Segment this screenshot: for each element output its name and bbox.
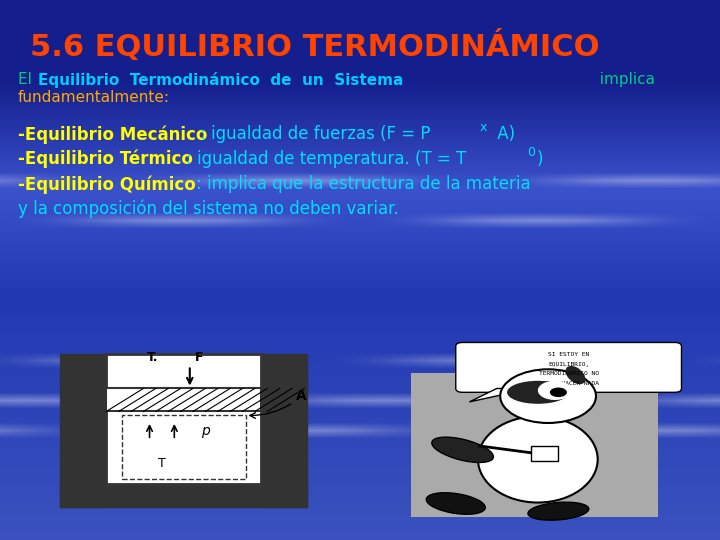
Text: T.: T. [147,352,158,365]
Text: A: A [250,389,307,418]
Text: 0: 0 [527,146,535,159]
Text: : igualdad de fuerzas (F = P: : igualdad de fuerzas (F = P [200,125,431,143]
Bar [531,446,559,461]
Text: implica: implica [590,72,655,87]
Text: p: p [201,424,210,437]
Ellipse shape [507,381,569,404]
Ellipse shape [426,492,485,514]
Bar [107,354,261,484]
Text: -Equilibrio Químico: -Equilibrio Químico [18,175,196,193]
Ellipse shape [478,416,598,503]
Text: El: El [18,72,42,87]
Text: -Equilibrio Mecánico: -Equilibrio Mecánico [18,125,207,144]
Bar [60,354,107,508]
Text: x: x [480,121,487,134]
Bar [411,373,657,517]
Text: : igualdad de temperatura. (T = T: : igualdad de temperatura. (T = T [186,150,467,168]
Text: TERMODINÁMICO NO: TERMODINÁMICO NO [539,371,598,376]
Ellipse shape [528,502,589,520]
Text: -Equilibrio Térmico: -Equilibrio Térmico [18,150,193,168]
Circle shape [550,388,567,397]
Text: EQUILIBRIO,: EQUILIBRIO, [548,362,589,367]
Text: A): A) [492,125,515,143]
Polygon shape [469,388,531,402]
Text: ): ) [537,150,544,168]
Bar [261,354,307,508]
Text: : implica que la estructura de la materia: : implica que la estructura de la materi… [196,175,531,193]
Text: SI ESTOY EN: SI ESTOY EN [548,352,589,357]
Text: F: F [195,352,203,365]
Bar [107,354,261,484]
FancyBboxPatch shape [456,342,681,392]
Text: Equilibrio  Termodinámico  de  un  Sistema: Equilibrio Termodinámico de un Sistema [38,72,403,88]
Ellipse shape [432,437,493,462]
Text: 5.6 EQUILIBRIO TERMODINÁMICO: 5.6 EQUILIBRIO TERMODINÁMICO [30,30,600,62]
Text: PUEDO HACER NADA: PUEDO HACER NADA [539,381,598,386]
Text: y la composición del sistema no deben variar.: y la composición del sistema no deben va… [18,200,399,219]
Bar [122,415,246,478]
Text: T: T [158,457,166,470]
Text: fundamentalmente:: fundamentalmente: [18,90,170,105]
Circle shape [538,381,572,400]
Bar [60,484,307,508]
Ellipse shape [565,366,585,384]
Bar [107,388,261,411]
Circle shape [500,369,596,423]
